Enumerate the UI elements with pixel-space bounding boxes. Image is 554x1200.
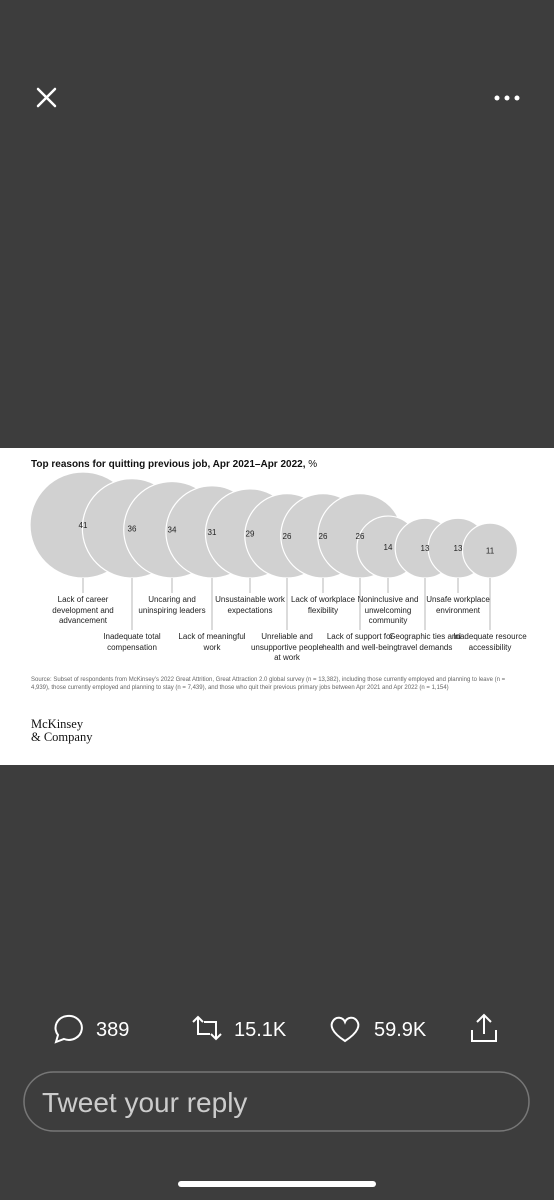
category-label: Geographic ties and travel demands bbox=[389, 632, 461, 652]
value-label: 36 bbox=[128, 524, 137, 533]
value-label: 34 bbox=[168, 526, 177, 535]
value-label: 26 bbox=[283, 532, 292, 541]
reply-icon[interactable] bbox=[54, 1014, 83, 1044]
reply-placeholder: Tweet your reply bbox=[42, 1087, 247, 1118]
unit: % bbox=[308, 459, 318, 470]
category-label: Uncaring and uninspiring leaders bbox=[138, 595, 206, 615]
category-label: Lack of career development and advanceme… bbox=[52, 595, 114, 625]
value-label: 31 bbox=[208, 528, 217, 537]
title-row: Top reasons for quitting previous job, A… bbox=[31, 459, 317, 470]
value-label: 26 bbox=[356, 532, 365, 541]
value-label: 13 bbox=[421, 544, 430, 553]
value-label: 41 bbox=[79, 521, 88, 530]
retweet-icon[interactable] bbox=[192, 1015, 222, 1041]
logo: McKinsey & Company bbox=[31, 718, 92, 744]
like-count: 59.9K bbox=[374, 1019, 427, 1041]
retweet-count: 15.1K bbox=[234, 1019, 287, 1041]
value-label: 29 bbox=[246, 529, 255, 538]
logo-line: & Company bbox=[31, 730, 93, 744]
reply-box[interactable] bbox=[23, 1071, 530, 1132]
category-label: Inadequate resource accessibility bbox=[453, 632, 527, 652]
close-button[interactable] bbox=[36, 87, 57, 108]
category-label: Lack of workplace flexibility bbox=[290, 595, 356, 615]
value-label: 13 bbox=[454, 544, 463, 553]
category-label: Unsustainable work expectations bbox=[215, 595, 285, 615]
home-indicator bbox=[178, 1181, 376, 1187]
like-icon[interactable] bbox=[330, 1016, 360, 1043]
value-label: 11 bbox=[486, 547, 495, 556]
category-label: Unreliable and unsupportive people at wo… bbox=[250, 632, 324, 662]
source-note: Source: Subset of respondents from McKin… bbox=[31, 677, 506, 691]
chart-title: Top reasons for quitting previous job, A… bbox=[31, 459, 306, 470]
value-label: 14 bbox=[384, 543, 393, 552]
value-label: 26 bbox=[319, 532, 328, 541]
category-label: Lack of support for health and well-bein… bbox=[322, 632, 398, 652]
category-label: Inadequate total compensation bbox=[103, 632, 161, 652]
category-label: Unsafe workplace environment bbox=[426, 595, 490, 615]
category-label: Lack of meaningful work bbox=[178, 632, 246, 652]
reply-count: 389 bbox=[96, 1019, 129, 1041]
share-icon[interactable] bbox=[471, 1013, 497, 1042]
more-button[interactable] bbox=[494, 95, 520, 101]
logo-line: McKinsey bbox=[31, 717, 84, 731]
category-label: Noninclusive and unwelcoming community bbox=[357, 595, 419, 625]
